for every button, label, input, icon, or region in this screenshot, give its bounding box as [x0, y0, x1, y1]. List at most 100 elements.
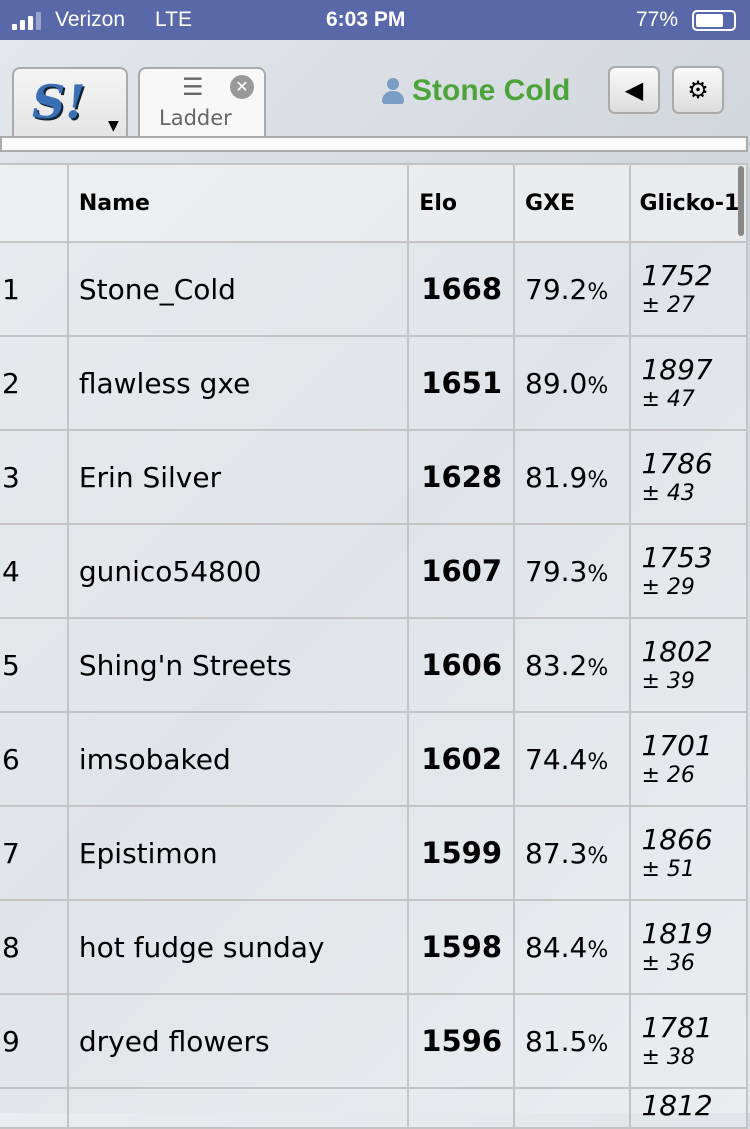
- table-row: 6 imsobaked 1602 74.4% 1701 ± 26: [0, 711, 748, 807]
- signal-icon: [12, 12, 41, 30]
- settings-button[interactable]: ⚙: [672, 66, 724, 114]
- glicko: 1752 ± 27: [629, 241, 748, 337]
- col-elo[interactable]: Elo: [407, 163, 516, 243]
- percent-sign: %: [587, 561, 609, 587]
- user-button[interactable]: Stone Cold: [382, 74, 570, 108]
- percent-sign: %: [587, 373, 609, 399]
- elo: 1598: [407, 899, 516, 995]
- gxe: 84.4%: [513, 899, 632, 995]
- glicko-rating: 1752: [641, 259, 713, 292]
- percent-sign: %: [587, 843, 609, 869]
- elo: 1602: [407, 711, 516, 807]
- scrollbar[interactable]: [738, 166, 744, 236]
- status-bar: Verizon LTE 6:03 PM 77%: [0, 0, 750, 40]
- user-icon: [382, 78, 404, 104]
- table-row: 9 dryed flowers 1596 81.5% 1781 ± 38: [0, 993, 748, 1089]
- elo: 1628: [407, 429, 516, 525]
- percent-sign: %: [587, 467, 609, 493]
- glicko: 1897 ± 47: [629, 335, 748, 431]
- glicko: 1866 ± 51: [629, 805, 748, 901]
- elo: [407, 1087, 516, 1129]
- username: Stone Cold: [412, 74, 571, 107]
- percent-sign: %: [587, 279, 609, 305]
- rank: 9: [0, 993, 69, 1089]
- col-name[interactable]: Name: [66, 163, 410, 243]
- player-name[interactable]: Stone_Cold: [66, 241, 410, 337]
- elo: 1668: [407, 241, 516, 337]
- gxe: 83.2%: [513, 617, 632, 713]
- col-rank: [0, 163, 69, 243]
- battery-percent: 77%: [636, 8, 679, 31]
- glicko-deviation: ± 36: [641, 950, 695, 976]
- gxe: [513, 1087, 632, 1129]
- elo: 1599: [407, 805, 516, 901]
- gxe-value: 83.2: [525, 648, 588, 682]
- player-name[interactable]: gunico54800: [66, 523, 410, 619]
- table-row: 1812: [0, 1087, 748, 1129]
- player-name[interactable]: Epistimon: [66, 805, 410, 901]
- player-name[interactable]: imsobaked: [66, 711, 410, 807]
- elo: 1651: [407, 335, 516, 431]
- player-name[interactable]: Erin Silver: [66, 429, 410, 525]
- gxe-value: 81.5: [525, 1024, 588, 1058]
- battery-icon: [692, 10, 736, 31]
- rank: [0, 1087, 69, 1129]
- player-name[interactable]: dryed flowers: [66, 993, 410, 1089]
- glicko-deviation: ± 47: [641, 386, 695, 412]
- ladder-table: Name Elo GXE Glicko-1 1 Stone_Cold 1668 …: [0, 163, 748, 1129]
- player-name[interactable]: hot fudge sunday: [66, 899, 410, 995]
- rank: 7: [0, 805, 69, 901]
- percent-sign: %: [587, 1031, 609, 1057]
- glicko: 1786 ± 43: [629, 429, 748, 525]
- glicko-deviation: ± 39: [641, 668, 695, 694]
- table-row: 1 Stone_Cold 1668 79.2% 1752 ± 27: [0, 241, 748, 337]
- header: S! ▼ ☰ ✕ Ladder Stone Cold ◀ ⚙: [0, 40, 750, 140]
- tab-content-border: [0, 136, 748, 152]
- glicko-rating: 1781: [641, 1011, 713, 1044]
- rank: 6: [0, 711, 69, 807]
- glicko-deviation: ± 43: [641, 480, 695, 506]
- percent-sign: %: [587, 749, 609, 775]
- glicko-deviation: ± 27: [641, 292, 695, 318]
- main-menu-tab[interactable]: S! ▼: [12, 67, 128, 139]
- gxe: 74.4%: [513, 711, 632, 807]
- close-tab-icon[interactable]: ✕: [230, 75, 254, 99]
- gxe-value: 79.3: [525, 554, 588, 588]
- glicko-deviation: ± 29: [641, 574, 695, 600]
- speaker-icon: ◀: [624, 76, 644, 104]
- gxe: 89.0%: [513, 335, 632, 431]
- table-row: 2 flawless gxe 1651 89.0% 1897 ± 47: [0, 335, 748, 431]
- table-row: 4 gunico54800 1607 79.3% 1753 ± 29: [0, 523, 748, 619]
- player-name[interactable]: flawless gxe: [66, 335, 410, 431]
- gxe: 79.2%: [513, 241, 632, 337]
- table-row: 8 hot fudge sunday 1598 84.4% 1819 ± 36: [0, 899, 748, 995]
- tab-ladder[interactable]: ☰ ✕ Ladder: [138, 67, 266, 140]
- carrier: Verizon: [55, 8, 126, 31]
- rank: 3: [0, 429, 69, 525]
- player-name[interactable]: [66, 1087, 410, 1129]
- table-header: Name Elo GXE Glicko-1: [0, 163, 748, 243]
- network: LTE: [155, 8, 192, 31]
- rank: 5: [0, 617, 69, 713]
- rank: 2: [0, 335, 69, 431]
- showdown-logo: S!: [32, 75, 86, 129]
- glicko-rating: 1866: [641, 823, 713, 856]
- dropdown-arrow-icon: ▼: [108, 118, 119, 134]
- percent-sign: %: [587, 655, 609, 681]
- gear-icon: ⚙: [687, 76, 709, 104]
- player-name[interactable]: Shing'n Streets: [66, 617, 410, 713]
- glicko-deviation: ± 38: [641, 1044, 695, 1070]
- table-row: 5 Shing'n Streets 1606 83.2% 1802 ± 39: [0, 617, 748, 713]
- gxe-value: 87.3: [525, 836, 588, 870]
- col-gxe[interactable]: GXE: [513, 163, 632, 243]
- gxe-value: 84.4: [525, 930, 588, 964]
- col-glicko[interactable]: Glicko-1: [629, 163, 748, 243]
- percent-sign: %: [587, 937, 609, 963]
- glicko-rating: 1897: [641, 353, 713, 386]
- gxe: 79.3%: [513, 523, 632, 619]
- glicko-rating: 1786: [641, 447, 713, 480]
- sound-button[interactable]: ◀: [608, 66, 660, 114]
- glicko: 1753 ± 29: [629, 523, 748, 619]
- gxe: 81.9%: [513, 429, 632, 525]
- gxe-value: 79.2: [525, 272, 588, 306]
